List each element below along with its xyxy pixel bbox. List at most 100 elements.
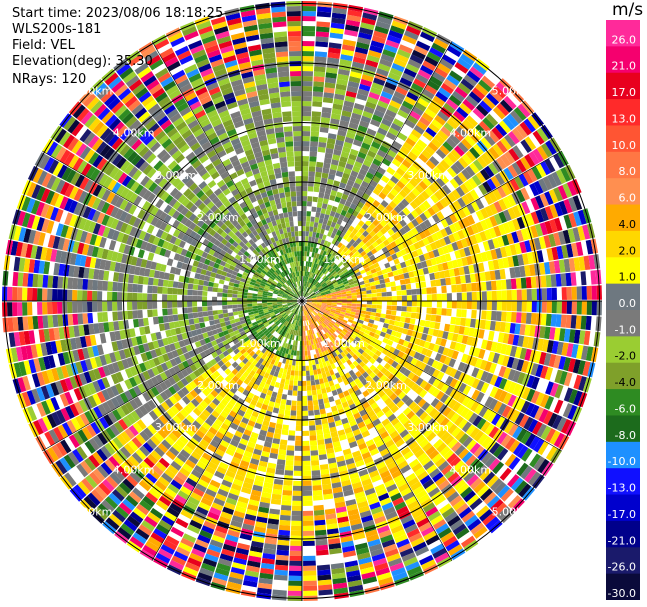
ppi-gate (471, 378, 481, 389)
ppi-gate (281, 342, 286, 348)
ppi-gate (202, 558, 217, 568)
ppi-gate (325, 291, 331, 295)
ppi-gate (509, 345, 518, 357)
ppi-gate (299, 355, 302, 361)
ppi-gate (324, 152, 333, 159)
ppi-gate (235, 364, 242, 372)
ppi-gate (335, 288, 341, 292)
ppi-gate (260, 325, 266, 331)
ppi-gate (259, 572, 274, 580)
ppi-gate (309, 226, 314, 232)
ppi-gate (292, 308, 297, 314)
ppi-gate (312, 364, 317, 371)
ppi-gate (404, 119, 416, 129)
ppi-gate (387, 271, 394, 278)
ppi-gate (345, 211, 352, 219)
ppi-gate (343, 406, 351, 413)
ppi-gate (321, 298, 327, 300)
ppi-gate (429, 156, 440, 167)
ppi-gate (394, 214, 403, 222)
ppi-gate (455, 317, 462, 326)
ppi-gate (309, 329, 313, 335)
ppi-gate (310, 294, 316, 297)
ppi-gate (205, 385, 214, 393)
ppi-gate (337, 269, 343, 275)
ppi-gate (199, 456, 210, 466)
ppi-gate (310, 278, 314, 284)
ppi-gate (408, 532, 423, 543)
ppi-gate (272, 306, 278, 309)
ppi-gate (474, 232, 483, 244)
ppi-gate (167, 315, 174, 323)
ppi-gate (97, 432, 108, 445)
ppi-gate (284, 470, 294, 476)
ppi-gate (502, 257, 510, 269)
ppi-gate (270, 498, 282, 505)
ppi-gate (397, 326, 404, 333)
ppi-gate (441, 293, 447, 301)
ppi-gate (346, 132, 356, 140)
ppi-gate (223, 313, 229, 318)
ppi-gate (57, 314, 64, 327)
ppi-gate (443, 535, 458, 548)
ppi-gate (449, 456, 462, 468)
ppi-gate (304, 276, 306, 282)
ppi-gate (317, 222, 323, 229)
ppi-gate (379, 58, 393, 68)
ppi-gate (307, 405, 314, 411)
ppi-gate (490, 478, 503, 492)
ppi-gate (128, 491, 142, 504)
ppi-gate (389, 319, 395, 326)
ppi-gate (312, 286, 317, 291)
ppi-gate (278, 329, 283, 335)
ppi-gate (496, 157, 507, 170)
ppi-gate (315, 292, 321, 296)
ppi-gate (320, 307, 326, 310)
ppi-gate (127, 301, 133, 311)
ppi-gate (339, 156, 348, 163)
ppi-gate (326, 297, 332, 300)
ppi-gate (335, 321, 341, 326)
ppi-gate (365, 354, 372, 361)
ppi-gate (214, 406, 223, 415)
ppi-gate (414, 466, 426, 477)
ppi-gate (102, 365, 111, 377)
ppi-gate (368, 379, 376, 387)
ppi-gate (426, 235, 435, 244)
ppi-gate (111, 409, 122, 421)
ppi-gate (482, 117, 495, 130)
ppi-gate (363, 417, 372, 426)
ppi-gate (312, 280, 317, 285)
ppi-gate (506, 194, 517, 207)
ppi-gate (269, 353, 275, 359)
ppi-gate (302, 161, 309, 167)
ppi-gate (185, 561, 200, 572)
ppi-gate (313, 222, 319, 228)
ppi-gate (314, 338, 319, 344)
ppi-gate (566, 343, 574, 357)
ppi-gate (309, 291, 314, 295)
ppi-gate (478, 406, 489, 418)
ppi-gate (306, 303, 311, 307)
ppi-gate (462, 206, 471, 217)
ppi-gate (316, 314, 321, 319)
ppi-gate (395, 53, 409, 63)
ppi-gate (537, 458, 550, 474)
ppi-gate (138, 405, 149, 416)
ppi-gate (341, 305, 347, 308)
ppi-gate (341, 298, 347, 301)
ppi-gate (343, 355, 350, 362)
ppi-gate (7, 317, 14, 332)
ppi-gate (179, 408, 189, 418)
ppi-gate (208, 426, 218, 436)
ppi-gate (440, 338, 447, 347)
ppi-gate (314, 308, 320, 312)
ppi-gate (376, 304, 382, 309)
ppi-gate (360, 78, 373, 87)
ppi-gate (273, 478, 284, 485)
ppi-gate (302, 480, 312, 486)
ppi-gate (304, 310, 306, 316)
ppi-gate (247, 298, 253, 301)
ppi-gate (483, 491, 497, 505)
ppi-gate (366, 297, 372, 301)
